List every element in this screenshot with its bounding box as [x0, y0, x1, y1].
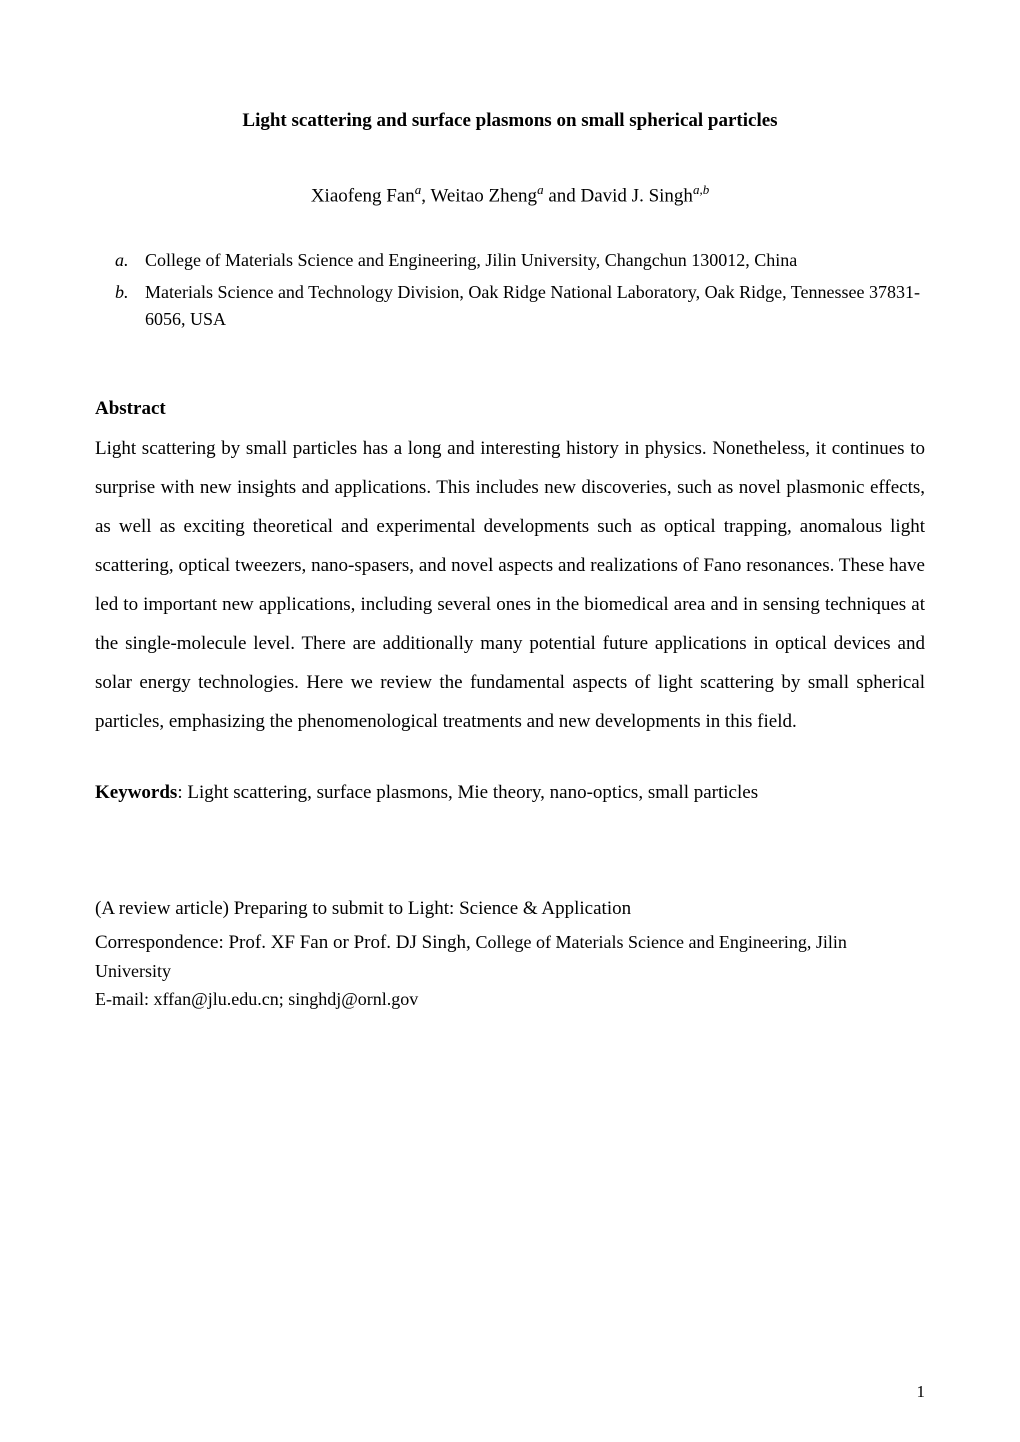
- affiliation-label: a.: [115, 247, 145, 274]
- author-name: Weitao Zheng: [430, 185, 537, 206]
- affiliation-text: College of Materials Science and Enginee…: [145, 247, 925, 274]
- affiliation-label: b.: [115, 279, 145, 333]
- keywords-label: Keywords: [95, 782, 177, 803]
- author-separator: and: [544, 185, 581, 206]
- footer-block: (A review article) Preparing to submit t…: [95, 894, 925, 1014]
- page-number: 1: [917, 1382, 926, 1402]
- correspondence-affiliation: College of Materials Science and Enginee…: [476, 932, 847, 952]
- author-name: Xiaofeng Fan: [311, 185, 415, 206]
- affiliation-row: b. Materials Science and Technology Divi…: [115, 279, 925, 333]
- footer-email: E-mail: xffan@jlu.edu.cn; singhdj@ornl.g…: [95, 986, 925, 1014]
- affiliation-row: a. College of Materials Science and Engi…: [115, 247, 925, 274]
- footer-correspondence: Correspondence: Prof. XF Fan or Prof. DJ…: [95, 928, 925, 957]
- paper-title: Light scattering and surface plasmons on…: [95, 110, 925, 132]
- footer-review-note: (A review article) Preparing to submit t…: [95, 894, 925, 923]
- affiliation-text: Materials Science and Technology Divisio…: [145, 279, 925, 333]
- footer-correspondence-cont: University: [95, 958, 925, 986]
- author-affiliation-mark: a,b: [693, 182, 709, 197]
- keywords-line: Keywords: Light scattering, surface plas…: [95, 782, 925, 804]
- keywords-separator: :: [177, 782, 187, 803]
- correspondence-prefix: Correspondence: Prof. XF Fan or Prof. DJ…: [95, 932, 476, 953]
- authors-line: Xiaofeng Fana, Weitao Zhenga and David J…: [95, 182, 925, 207]
- keywords-text: Light scattering, surface plasmons, Mie …: [187, 782, 758, 803]
- affiliations-block: a. College of Materials Science and Engi…: [95, 247, 925, 333]
- abstract-body: Light scattering by small particles has …: [95, 430, 925, 742]
- abstract-heading: Abstract: [95, 398, 925, 420]
- author-name: David J. Singh: [581, 185, 693, 206]
